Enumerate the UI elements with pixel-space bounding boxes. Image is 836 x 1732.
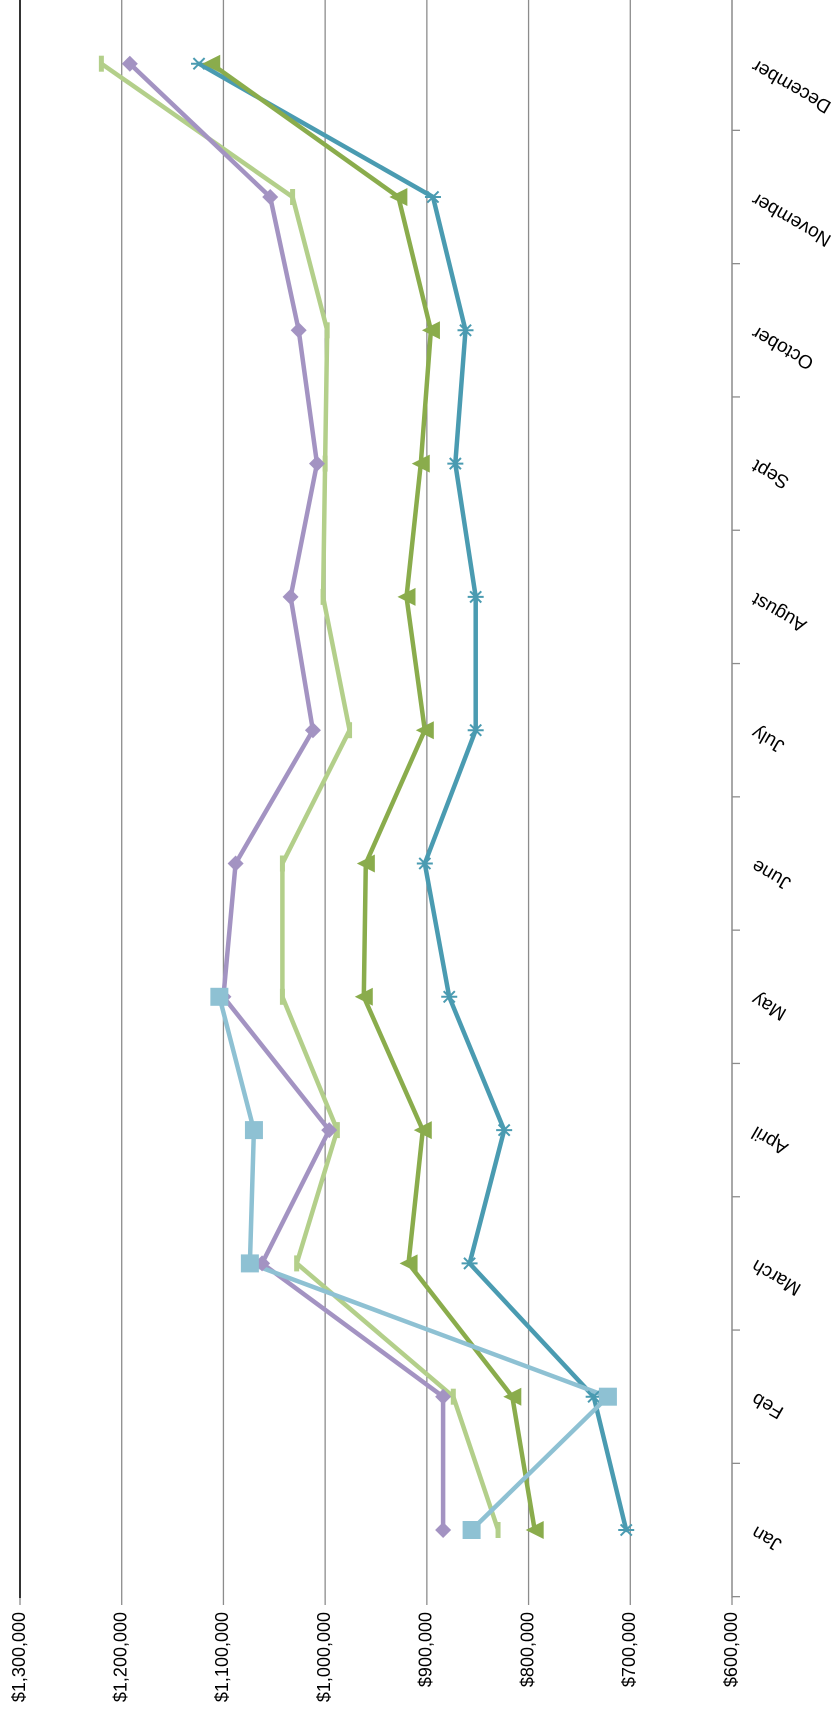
star-stroke (442, 990, 456, 1004)
data-point-series-2 (354, 987, 373, 1006)
star-stroke (418, 857, 432, 870)
data-point-series-2 (389, 188, 408, 206)
data-point-series-4 (282, 588, 299, 605)
data-point-series-3 (450, 1388, 456, 1405)
value-tick-label: $1,000,000 (314, 1612, 334, 1702)
series-line-2 (208, 61, 537, 1533)
data-point-series-2 (399, 1254, 418, 1273)
data-point-series-4 (435, 1388, 452, 1405)
data-point-series-3 (279, 855, 285, 872)
data-point-series-1 (467, 590, 484, 604)
data-point-series-3 (290, 189, 296, 205)
data-point-series-1 (618, 1523, 635, 1537)
data-point-series-1 (416, 857, 433, 870)
data-point-series-3 (324, 322, 330, 339)
series-line-4 (127, 61, 446, 1533)
data-point-series-3 (294, 1255, 300, 1272)
value-tick-label: $700,000 (619, 1612, 639, 1687)
data-point-series-2 (202, 54, 221, 73)
data-point-series-2 (415, 721, 434, 740)
data-point-series-4 (435, 1522, 452, 1538)
data-point-series-5 (598, 1387, 617, 1406)
data-point-series-5 (462, 1521, 481, 1539)
data-point-series-4 (262, 189, 279, 205)
data-point-series-3 (279, 988, 285, 1005)
data-point-series-3 (334, 1122, 340, 1139)
star-stroke (619, 1523, 633, 1537)
series-line-3 (99, 61, 501, 1533)
data-point-series-2 (411, 454, 430, 473)
data-point-series-4 (254, 1255, 271, 1272)
data-point-series-1 (457, 323, 474, 337)
data-point-series-1 (441, 990, 458, 1004)
data-point-series-2 (525, 1521, 544, 1539)
data-point-series-1 (447, 457, 464, 470)
star-stroke (459, 323, 472, 337)
data-point-series-3 (347, 722, 353, 739)
data-point-series-4 (304, 722, 321, 739)
axes (19, 0, 740, 1605)
data-point-series-3 (320, 588, 326, 605)
star-stroke (469, 723, 482, 737)
data-point-series-2 (397, 587, 416, 606)
star-stroke (426, 190, 440, 204)
data-point-series-2 (356, 854, 375, 873)
data-point-series-3 (98, 55, 104, 72)
data-point-series-2 (413, 1121, 432, 1140)
data-point-series-4 (309, 455, 326, 472)
data-point-series-1 (461, 1257, 478, 1270)
star-stroke (449, 457, 462, 470)
data-point-series-5 (210, 987, 229, 1006)
star-stroke (587, 1390, 600, 1404)
data-point-series-5 (240, 1254, 259, 1273)
data-point-series-2 (421, 321, 440, 340)
value-tick-label: $1,300,000 (9, 1612, 29, 1702)
star-stroke (192, 57, 206, 71)
data-point-series-3 (495, 1522, 501, 1538)
markers-group (98, 54, 635, 1539)
value-tick-label: $600,000 (721, 1612, 741, 1687)
data-point-series-4 (290, 322, 307, 339)
data-point-series-5 (244, 1121, 263, 1140)
star-stroke (469, 590, 482, 604)
data-point-series-4 (321, 1122, 338, 1139)
data-point-series-2 (503, 1387, 522, 1406)
series-line-1 (196, 61, 629, 1533)
data-point-series-1 (496, 1123, 513, 1137)
value-tick-label: $1,200,000 (110, 1612, 130, 1702)
data-point-series-1 (424, 190, 441, 204)
data-point-series-1 (467, 723, 484, 737)
star-stroke (463, 1257, 476, 1270)
data-point-series-4 (121, 55, 138, 72)
value-tick-label: $1,100,000 (212, 1612, 232, 1702)
value-tick-label: $800,000 (517, 1612, 537, 1687)
star-stroke (497, 1123, 511, 1137)
value-tick-label: $900,000 (416, 1612, 436, 1687)
data-point-series-4 (227, 855, 244, 872)
data-point-series-3 (322, 455, 328, 472)
